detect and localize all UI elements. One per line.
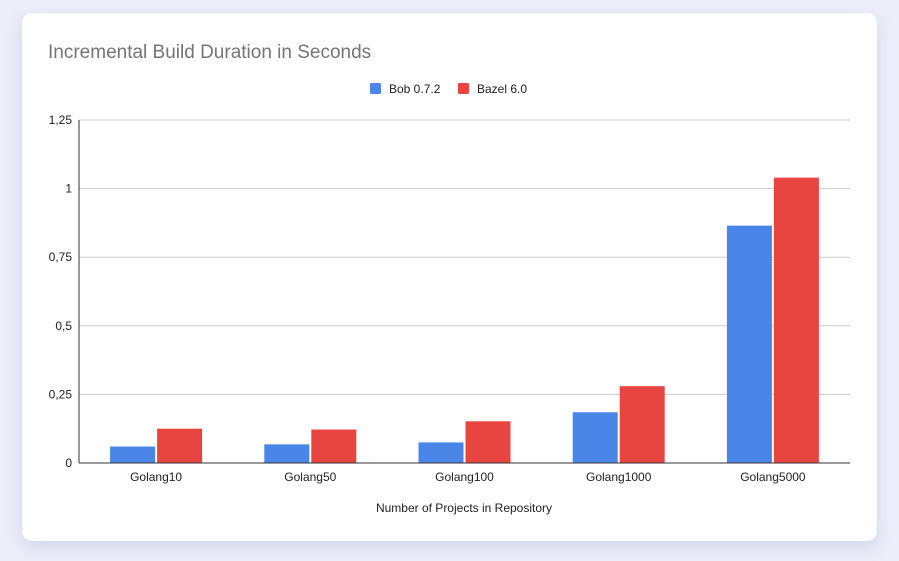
y-tick-label: 1 — [65, 182, 72, 196]
legend-item-bob[interactable]: Bob 0.7.2 — [370, 82, 441, 96]
x-tick-label: Golang1000 — [586, 470, 652, 484]
legend-item-bazel[interactable]: Bazel 6.0 — [458, 82, 527, 96]
x-tick-label: Golang10 — [130, 470, 182, 484]
y-tick-label: 0,25 — [49, 387, 73, 401]
legend-swatch-bazel — [458, 83, 469, 94]
bar-bob-golang5000[interactable] — [726, 225, 772, 463]
bar-bob-golang10[interactable] — [110, 446, 156, 463]
chart-title: Incremental Build Duration in Seconds — [48, 42, 371, 63]
bars — [110, 177, 819, 463]
x-axis-ticks: Golang10 Golang50 Golang100 Golang1000 Golan… — [130, 470, 806, 484]
legend-swatch-bob — [370, 83, 381, 94]
y-tick-label: 0,5 — [55, 319, 72, 333]
legend-label-bob: Bob 0.7.2 — [389, 82, 441, 96]
y-tick-label: 0 — [65, 456, 72, 470]
bar-bazel-golang50[interactable] — [311, 429, 357, 463]
bar-bazel-golang10[interactable] — [157, 428, 203, 463]
legend-label-bazel: Bazel 6.0 — [477, 82, 527, 96]
y-axis-ticks: 0 0,25 0,5 0,75 1 1,25 — [49, 113, 73, 470]
y-tick-label: 1,25 — [49, 113, 73, 127]
x-tick-label: Golang100 — [435, 470, 494, 484]
bar-bazel-golang100[interactable] — [465, 421, 511, 463]
bar-bazel-golang1000[interactable] — [619, 386, 665, 463]
bar-bob-golang1000[interactable] — [572, 412, 618, 463]
x-tick-label: Golang5000 — [740, 470, 806, 484]
y-tick-label: 0,75 — [49, 250, 73, 264]
chart-card: Incremental Build Duration in Seconds Bo… — [22, 13, 877, 541]
x-tick-label: Golang50 — [284, 470, 336, 484]
bar-bob-golang50[interactable] — [264, 444, 310, 463]
gridlines — [79, 119, 850, 395]
bar-bazel-golang5000[interactable] — [773, 177, 819, 463]
x-axis-title: Number of Projects in Repository — [376, 501, 552, 515]
bar-bob-golang100[interactable] — [418, 442, 464, 463]
legend: Bob 0.7.2 Bazel 6.0 — [370, 82, 527, 96]
bar-chart: Incremental Build Duration in Seconds Bo… — [48, 42, 850, 515]
